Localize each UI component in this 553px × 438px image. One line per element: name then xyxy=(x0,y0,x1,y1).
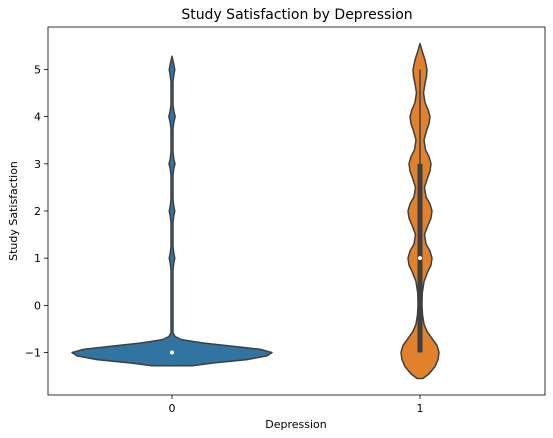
y-tick-label: 3 xyxy=(34,158,41,171)
y-axis-label: Study Satisfaction xyxy=(7,161,20,261)
y-tick-label: −1 xyxy=(25,347,41,360)
x-axis-label: Depression xyxy=(265,418,327,431)
y-tick-label: 0 xyxy=(34,299,41,312)
y-tick-label: 2 xyxy=(34,205,41,218)
chart-title: Study Satisfaction by Depression xyxy=(181,7,412,23)
median-point-1 xyxy=(418,256,422,261)
median-point-0 xyxy=(170,350,174,355)
plot-area-frame xyxy=(47,26,546,396)
x-tick-label: 0 xyxy=(169,402,176,415)
violin-body-0 xyxy=(71,55,273,367)
y-tick-label: 5 xyxy=(34,63,41,76)
y-axis-ticks: −1 0 1 2 3 4 5 xyxy=(25,63,48,360)
y-tick-label: 4 xyxy=(34,111,41,124)
violins xyxy=(71,42,440,380)
y-tick-label: 1 xyxy=(34,252,41,265)
x-tick-label: 1 xyxy=(417,402,424,415)
